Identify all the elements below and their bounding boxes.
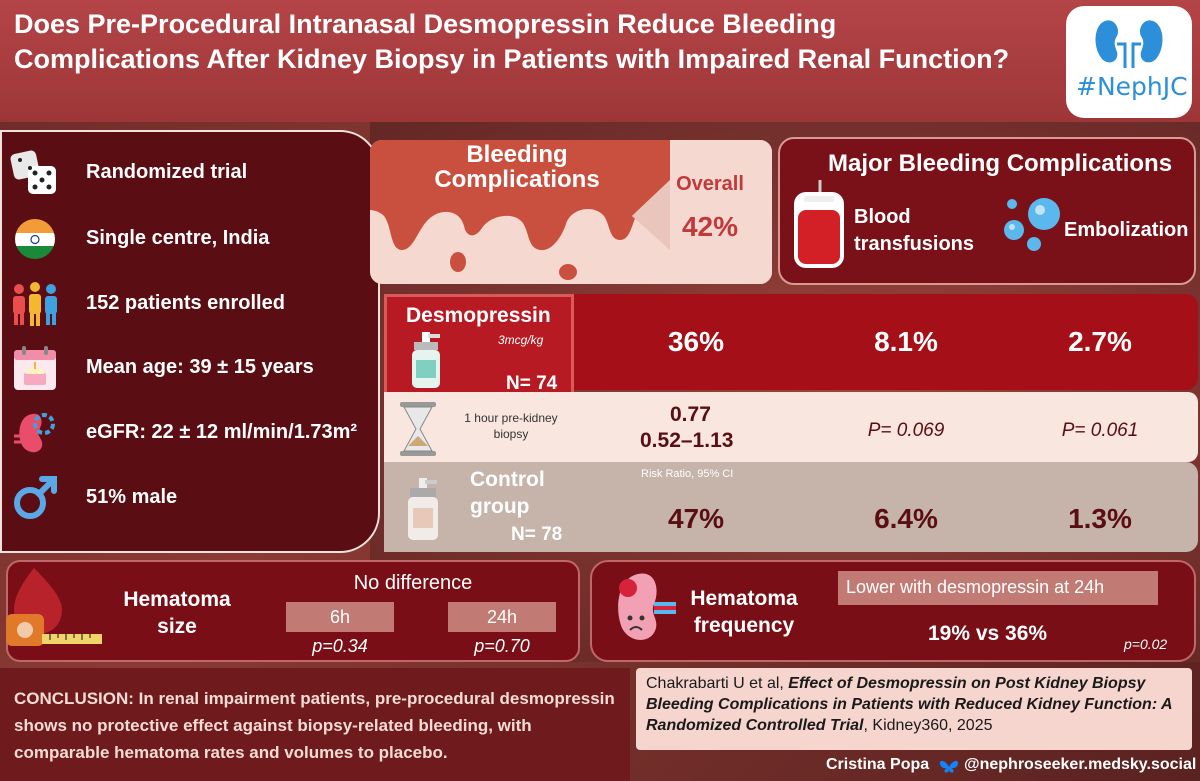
bubbles-icon xyxy=(1004,198,1060,251)
risk-ratio-value: 0.77 0.52–1.13 xyxy=(640,402,790,454)
bleeding-complications-card xyxy=(370,140,772,284)
measuring-tape-icon xyxy=(6,568,102,646)
major-bleeding-card xyxy=(778,137,1196,285)
control-embolization: 1.3% xyxy=(1068,503,1132,534)
risk-ratio-note: Risk Ratio, 95% CI xyxy=(641,468,734,480)
india-flag-icon xyxy=(15,219,55,259)
nasal-spray-placebo-icon xyxy=(408,478,438,540)
info-text-sex: 51% male xyxy=(86,486,178,508)
hematoma-size-label: Hematoma size xyxy=(123,588,231,638)
reference-text: Chakrabarti U et al, Effect of Desmopres… xyxy=(646,673,1186,736)
butterfly-icon xyxy=(940,760,958,773)
study-info-panel xyxy=(0,130,380,553)
info-row-age: Mean age: 39 ± 15 years xyxy=(10,343,370,393)
logo-text: #NephJC xyxy=(1076,72,1188,101)
p-value-transfusion: P= 0.069 xyxy=(867,420,945,441)
conclusion-box xyxy=(0,668,630,781)
hematoma-size-summary: No difference xyxy=(353,572,473,594)
p-value-embolization: P= 0.061 xyxy=(1061,420,1139,441)
frequency-summary-box xyxy=(838,571,1158,605)
kidney-icon xyxy=(14,413,55,453)
info-text-patients: 152 patients enrolled xyxy=(86,292,285,314)
control-transfusion: 6.4% xyxy=(874,503,938,534)
nephjc-logo xyxy=(1066,6,1192,118)
timepoint-6h: 6h xyxy=(286,602,394,632)
risk-ratio-ci: 0.52–1.13 xyxy=(640,429,734,452)
desmopressin-overall: 36% xyxy=(667,326,725,357)
reference-box xyxy=(636,668,1192,750)
overall-value: 42% xyxy=(681,211,739,242)
control-label: Control group xyxy=(470,468,545,518)
p-value-6h: p=0.34 xyxy=(312,636,368,656)
p-value-24h: p=0.70 xyxy=(474,636,530,656)
frequency-comparison: 19% vs 36% xyxy=(928,622,1048,645)
risk-ratio-point: 0.77 xyxy=(670,403,711,426)
reference-title: Effect of Desmopressin on Post Kidney Bi… xyxy=(646,675,1172,734)
info-text-design: Randomized trial xyxy=(86,161,248,183)
dice-icon xyxy=(10,150,56,194)
calendar-icon xyxy=(14,346,56,390)
page-title: Does Pre-Procedural Intranasal Desmopres… xyxy=(14,9,1010,74)
author-handle: @nephroseeker.medsky.social xyxy=(964,756,1197,773)
reference-journal: , Kidney360, 2025 xyxy=(863,717,993,734)
desmopressin-embolization: 2.7% xyxy=(1068,326,1132,357)
info-text-age: Mean age: 39 ± 15 years xyxy=(86,356,314,378)
control-row xyxy=(384,462,1198,552)
major-bleeding-title: Major Bleeding Complications xyxy=(828,150,1173,177)
conclusion-text: CONCLUSION: In renal impairment patients… xyxy=(14,689,615,762)
header-banner xyxy=(0,0,1200,122)
kidneys-logo-icon xyxy=(1095,20,1163,68)
embolization-label: Embolization xyxy=(1064,219,1189,241)
desmopressin-dose: 3mcg/kg xyxy=(498,333,544,347)
info-row-egfr: eGFR: 22 ± 12 ml/min/1.73m² xyxy=(10,408,370,458)
info-text-egfr: eGFR: 22 ± 12 ml/min/1.73m² xyxy=(86,421,358,443)
author-credit: Cristina Popa xyxy=(826,756,930,773)
blood-drip-graphic xyxy=(370,140,772,284)
reference-authors: Chakrabarti U et al, xyxy=(646,675,789,692)
overall-label: Overall xyxy=(676,173,744,195)
info-row-centre: Single centre, India xyxy=(10,214,370,264)
info-row-sex: 51% male xyxy=(10,473,370,523)
info-row-patients: 152 patients enrolled xyxy=(10,279,370,329)
frequency-p-value: p=0.02 xyxy=(1124,636,1168,652)
nasal-spray-icon xyxy=(412,332,440,388)
info-text-centre: Single centre, India xyxy=(86,227,270,249)
hematoma-frequency-label: Hematoma frequency xyxy=(690,587,798,637)
timing-label: 1 hour pre-kidney biopsy xyxy=(464,411,558,441)
control-overall: 47% xyxy=(667,503,725,534)
desmopressin-transfusion: 8.1% xyxy=(874,326,938,357)
blood-bag-icon xyxy=(794,180,844,268)
bleeding-title: Bleeding Complications xyxy=(434,141,600,193)
desmopressin-n: N= 74 xyxy=(506,373,558,394)
hourglass-icon xyxy=(400,402,436,456)
comparison-row xyxy=(384,392,1198,462)
desmopressin-label: Desmopressin xyxy=(406,304,551,327)
info-row-design: Randomized trial xyxy=(10,148,370,198)
blood-transfusions-label: Blood transfusions xyxy=(854,206,975,255)
timepoint-24h: 24h xyxy=(448,602,556,632)
people-icon xyxy=(13,282,57,326)
control-n: N= 78 xyxy=(511,524,563,545)
sad-kidney-icon xyxy=(618,573,676,640)
male-icon xyxy=(14,476,57,519)
frequency-summary: Lower with desmopressin at 24h xyxy=(846,577,1105,597)
